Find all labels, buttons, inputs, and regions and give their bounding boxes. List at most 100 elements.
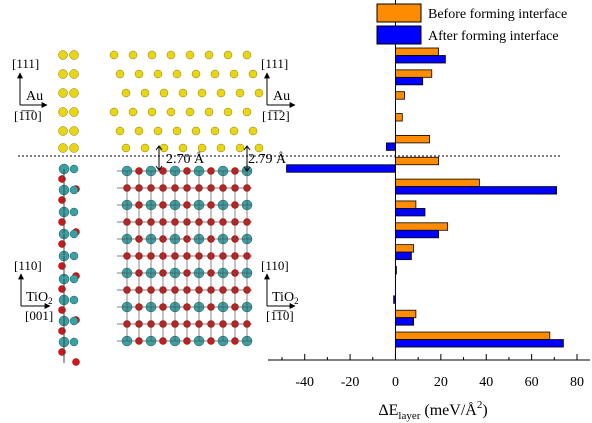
lattice-bonds: [63, 169, 252, 363]
distance-marker-2: [243, 145, 251, 172]
tio2-right-bottom-label: [1̅1̅0]: [266, 308, 294, 323]
gold-atom: [166, 107, 176, 117]
energy-bar-chart: -40 -20 0 20 40 60 80 ΔElayer (meV/Å2) Before fo…: [268, 0, 590, 422]
gold-atom: [204, 50, 214, 60]
gold-atom: [159, 88, 169, 98]
tio2-left-axes: [18, 273, 51, 309]
gold-atom: [128, 50, 138, 60]
gold-atom: [166, 50, 176, 60]
gold-atom: [235, 88, 245, 98]
x-tick-label: 20: [434, 375, 448, 390]
gold-atom: [216, 88, 226, 98]
gold-atom: [147, 107, 157, 117]
au-left-axes: [17, 72, 48, 108]
bar-after: [395, 55, 446, 64]
gold-atom: [185, 50, 195, 60]
bar-after: [395, 251, 412, 261]
gold-atom: [134, 126, 144, 136]
titanium-atom: [69, 337, 79, 347]
gold-atom: [254, 88, 264, 98]
titanium-atom: [69, 207, 79, 217]
titanium-atom: [69, 316, 79, 326]
titanium-atom: [69, 164, 79, 174]
gold-atom: [58, 143, 68, 153]
bar-before: [395, 113, 403, 122]
titanium-atom: [69, 295, 79, 305]
gold-atom: [58, 50, 68, 60]
gold-atom: [254, 143, 264, 153]
bar-before: [395, 178, 480, 188]
bar-before: [395, 47, 439, 56]
legend-swatch: [376, 3, 422, 23]
legend-label: After forming interface: [428, 29, 559, 44]
au-left-top-label: [111]: [12, 56, 39, 71]
gold-atom: [248, 69, 258, 79]
distance-label-1: 2.70 Å: [166, 151, 205, 167]
tio2-right-element: TiO2: [272, 290, 299, 306]
gold-atom: [147, 50, 157, 60]
x-tick-label: 40: [479, 375, 493, 390]
au-right-top-label: [111]: [261, 56, 288, 71]
bar-after: [395, 339, 564, 348]
gold-atom: [134, 69, 144, 79]
titanium-atom: [69, 251, 79, 261]
gold-atom: [128, 107, 138, 117]
gold-atom: [69, 107, 79, 117]
bar-after: [385, 142, 396, 151]
tio2-right-top-label: [110]: [261, 258, 289, 273]
gold-atom: [242, 107, 252, 117]
gold-atom: [58, 126, 68, 136]
gold-atom: [197, 143, 207, 153]
gold-atom: [69, 88, 79, 98]
gold-atom: [210, 69, 220, 79]
gold-atom: [69, 50, 79, 60]
bar-before: [395, 244, 415, 253]
gold-atom: [159, 143, 169, 153]
gold-atom: [109, 107, 119, 117]
gold-atom: [58, 69, 68, 79]
x-tick-label: 60: [525, 375, 539, 390]
gold-atom: [191, 69, 201, 79]
gold-atom: [197, 88, 207, 98]
bar-before: [395, 69, 433, 78]
legend-swatch: [376, 25, 422, 45]
tio2-left-bottom-label: [001]: [25, 308, 53, 323]
x-axis-label: ΔElayer (meV/Å2): [378, 399, 487, 422]
x-tick-label: 0: [392, 375, 399, 390]
gold-atom: [121, 143, 131, 153]
titanium-atom: [69, 229, 79, 239]
bar-after: [395, 208, 426, 217]
bar-after: [395, 317, 415, 326]
au-right-axes: [264, 72, 296, 108]
bar-before: [395, 91, 405, 100]
gold-atom: [172, 126, 182, 136]
au-left-element: Au: [26, 89, 43, 104]
gold-atom: [229, 126, 239, 136]
distance-label-2: 2.79 Å: [248, 151, 287, 167]
bar-before: [395, 222, 449, 231]
gold-atom: [191, 126, 201, 136]
gold-atom: [185, 107, 195, 117]
gold-atom: [109, 50, 119, 60]
gold-atom: [153, 69, 163, 79]
gold-atom: [216, 143, 226, 153]
gold-atom: [69, 126, 79, 136]
atomic-structure: [58, 50, 264, 366]
gold-atom: [153, 126, 163, 136]
bar-before: [395, 309, 417, 319]
gold-atom: [58, 107, 68, 117]
gold-atom: [58, 88, 68, 98]
gold-atom: [69, 143, 79, 153]
gold-atom: [223, 107, 233, 117]
bar-before: [395, 331, 551, 340]
gold-atom: [248, 126, 258, 136]
gold-atom: [242, 50, 252, 60]
oxygen-atom: [72, 358, 80, 366]
gold-atom: [178, 88, 188, 98]
gold-atom: [229, 69, 239, 79]
legend-label: Before forming interface: [428, 7, 567, 22]
au-right-element: Au: [273, 89, 290, 104]
tio2-left-element: TiO2: [26, 290, 53, 306]
bar-after: [395, 229, 439, 239]
